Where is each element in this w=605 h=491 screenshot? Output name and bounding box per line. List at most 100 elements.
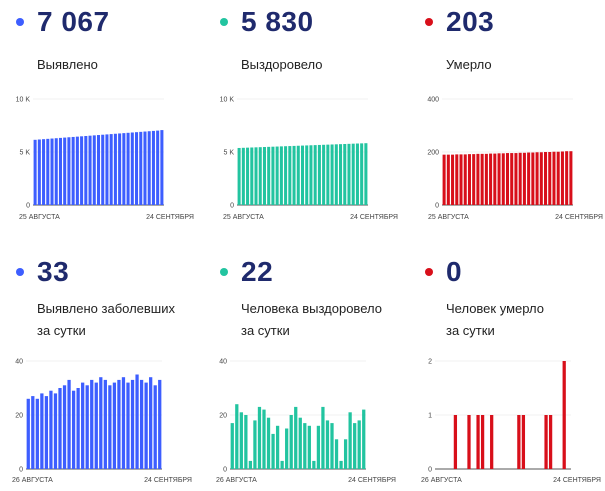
bar <box>514 153 518 205</box>
bar <box>53 393 58 469</box>
bar <box>118 133 122 205</box>
bar <box>258 147 262 205</box>
bar <box>343 143 347 205</box>
series-dot <box>425 18 433 26</box>
bar <box>85 385 89 469</box>
bar <box>364 143 368 205</box>
card-value: 0 <box>446 256 463 287</box>
bar <box>298 417 302 469</box>
y-tick-label: 20 <box>15 413 23 420</box>
bar <box>501 153 505 205</box>
series-dot <box>220 18 228 26</box>
bar <box>560 151 564 205</box>
y-tick-label: 20 <box>219 413 227 420</box>
bar <box>88 135 92 205</box>
bar <box>489 153 493 205</box>
bar <box>99 377 103 469</box>
bar <box>67 137 71 205</box>
bar <box>113 133 117 205</box>
bar <box>334 439 339 469</box>
series-dot <box>425 268 433 276</box>
bar <box>303 423 307 469</box>
bar <box>355 143 359 205</box>
bar <box>262 409 266 469</box>
y-tick-label: 5 K <box>223 150 234 157</box>
bar <box>548 152 552 205</box>
bar <box>266 417 271 469</box>
y-tick-label: 200 <box>427 150 439 157</box>
y-tick-label: 0 <box>428 467 432 474</box>
bar <box>262 147 266 205</box>
bar <box>46 138 50 205</box>
bar <box>317 144 321 205</box>
bar <box>548 415 553 469</box>
bar <box>26 398 30 469</box>
y-tick-label: 10 K <box>220 97 235 104</box>
bar <box>117 379 121 469</box>
bar <box>351 143 355 205</box>
bar <box>322 144 326 205</box>
x-tick-label-start: 25 АВГУСТА <box>19 214 60 221</box>
bar <box>139 379 144 469</box>
bar <box>313 145 317 205</box>
x-tick-label-end: 24 СЕНТЯБРЯ <box>348 477 396 484</box>
bar <box>122 133 126 205</box>
bar <box>235 404 239 469</box>
bar <box>275 146 279 205</box>
bar <box>248 460 253 469</box>
bar <box>497 153 501 205</box>
x-tick-label-end: 24 СЕНТЯБРЯ <box>144 477 192 484</box>
card-recovered-total: 5 830 Выздоровело 0 5 K 10 K 25 АВГУСТА 24 С… <box>220 6 400 231</box>
y-tick-label: 0 <box>230 203 234 210</box>
bar <box>476 153 480 205</box>
card-label: Выявлено заболевших <box>37 301 175 316</box>
bar <box>112 382 117 469</box>
bar <box>49 390 53 469</box>
bar <box>253 420 257 469</box>
bar <box>239 412 243 469</box>
bar <box>360 143 364 205</box>
card-label: Выздоровело <box>241 57 323 72</box>
bar <box>556 151 560 205</box>
bar <box>505 153 510 205</box>
bar <box>109 134 113 205</box>
bar <box>476 415 480 469</box>
bar <box>92 135 96 205</box>
card-label-line2: за сутки <box>241 323 290 338</box>
y-tick-label: 0 <box>223 467 227 474</box>
bar <box>467 154 471 205</box>
bar <box>321 406 325 469</box>
bar <box>517 415 521 469</box>
bar <box>58 388 62 469</box>
chart-deaths-total: 0 200 400 25 АВГУСТА 24 СЕНТЯБРЯ <box>427 97 603 222</box>
chart-recovered-daily: 0 20 40 26 АВГУСТА 24 СЕНТЯБРЯ <box>216 359 396 485</box>
bar <box>246 147 250 205</box>
bar <box>521 415 526 469</box>
y-tick-label: 1 <box>428 413 432 420</box>
bar <box>267 146 271 205</box>
bar <box>126 382 130 469</box>
bar <box>254 147 258 205</box>
x-tick-label-start: 26 АВГУСТА <box>421 477 462 484</box>
bar <box>71 390 76 469</box>
bar <box>271 433 275 469</box>
bar <box>316 425 321 469</box>
card-value: 33 <box>37 256 70 287</box>
bar <box>257 406 262 469</box>
bar <box>31 396 35 469</box>
y-tick-label: 40 <box>219 359 227 366</box>
bar <box>480 415 485 469</box>
bar <box>58 137 62 205</box>
bar <box>250 147 254 205</box>
y-tick-label: 0 <box>435 203 439 210</box>
bar <box>50 138 54 205</box>
y-tick-label: 400 <box>427 97 439 104</box>
bar <box>90 379 94 469</box>
card-recovered-daily: 22 Человека выздоровело за сутки 0 20 40 26… <box>216 256 400 491</box>
bar <box>562 361 566 469</box>
card-label-line2: за сутки <box>446 323 495 338</box>
bar <box>94 382 98 469</box>
bar <box>510 153 514 205</box>
bar <box>455 154 459 205</box>
bar <box>289 415 293 469</box>
